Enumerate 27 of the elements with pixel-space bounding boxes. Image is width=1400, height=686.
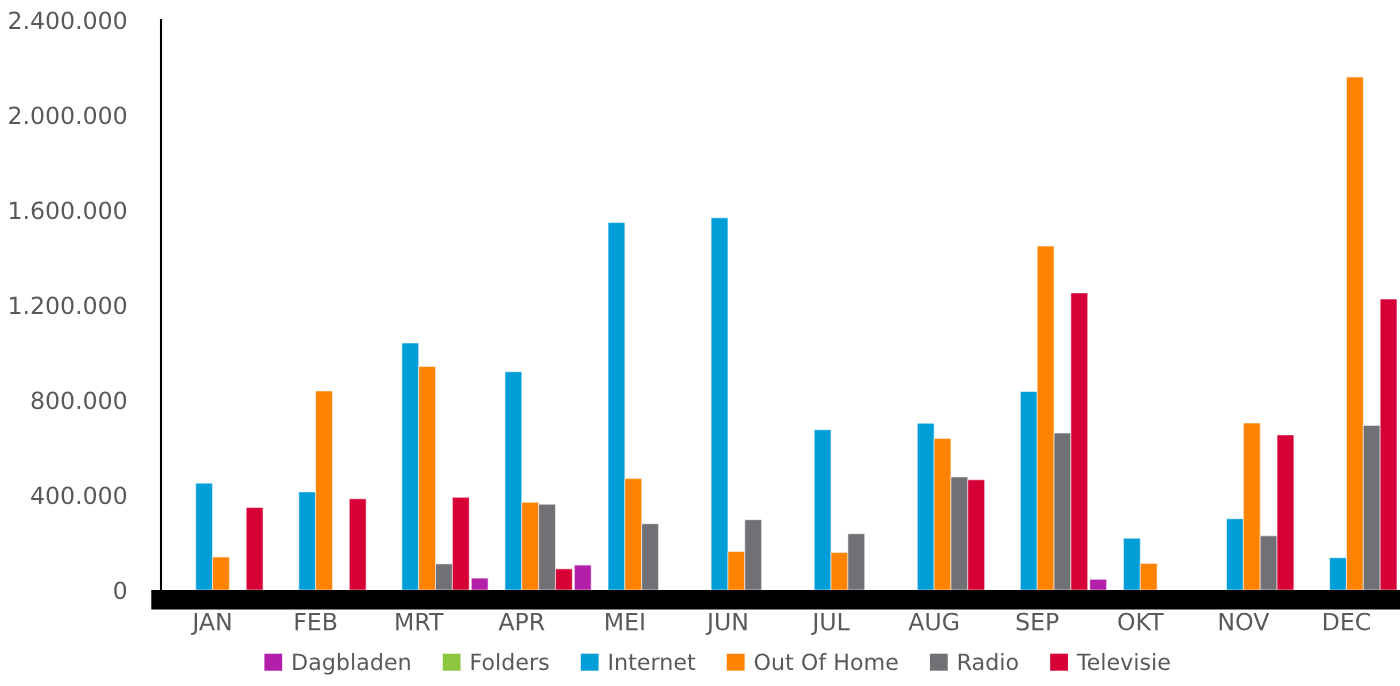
x-tick-label: MRT bbox=[396, 612, 444, 631]
y-tick-label: 400.000 bbox=[31, 486, 127, 505]
bar bbox=[245, 507, 264, 590]
x-tick-label: SEP bbox=[1016, 612, 1059, 631]
x-tick-label: JAN bbox=[191, 612, 231, 635]
x-tick-label: FEB bbox=[295, 612, 337, 631]
x-tick-label: OKT bbox=[1118, 612, 1164, 631]
legend-label: Out Of Home bbox=[754, 653, 898, 671]
legend-label: Dagbladen bbox=[293, 653, 410, 675]
legend-label: Radio bbox=[958, 653, 1018, 671]
x-tick-label: MEI bbox=[606, 612, 644, 631]
y-tick-label: 0 bbox=[114, 581, 127, 600]
x-tick-label: DEC bbox=[1323, 612, 1370, 631]
x-tick-label: APR bbox=[498, 612, 545, 631]
x-tick-label: JUL bbox=[811, 612, 850, 635]
legend-label: Internet bbox=[609, 653, 696, 671]
y-tick-label: 2.000.000 bbox=[9, 106, 127, 125]
x-tick-label: NOV bbox=[1219, 612, 1270, 631]
y-tick-label: 1.600.000 bbox=[10, 201, 127, 220]
y-tick-label: 1.200.000 bbox=[10, 296, 127, 315]
x-tick-label: JUN bbox=[705, 612, 747, 635]
legend-label: Televisie bbox=[1076, 653, 1170, 671]
bar bbox=[349, 498, 367, 590]
x-tick-label: AUG bbox=[908, 612, 959, 631]
y-tick-label: 800.000 bbox=[31, 391, 127, 410]
y-tick-label: 2.400.000 bbox=[9, 11, 127, 30]
legend-label: Folders bbox=[471, 653, 549, 671]
